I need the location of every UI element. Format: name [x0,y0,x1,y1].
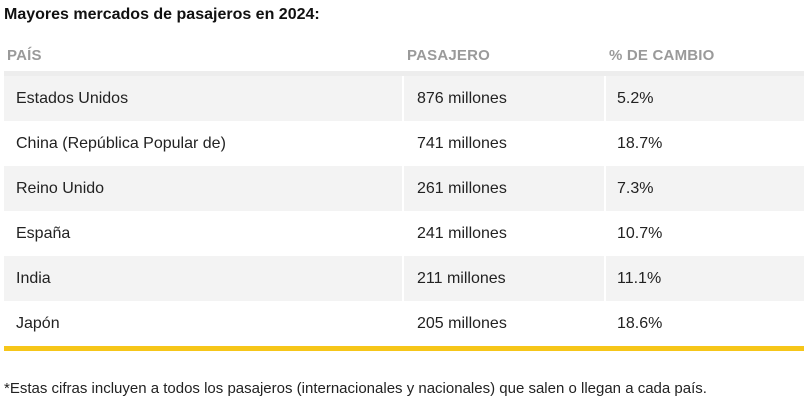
cell-country: China (República Popular de) [4,121,404,166]
cell-change: 11.1% [606,256,804,301]
header-passengers: PASAJERO [407,47,491,64]
passenger-markets-table: PAÍS PASAJERO % DE CAMBIO Estados Unidos… [4,40,804,351]
table-row: Japón 205 millones 18.6% [4,301,804,346]
cell-country: España [4,211,404,256]
header-country: PAÍS [7,47,42,64]
cell-passengers: 876 millones [404,76,606,121]
table-row: India 211 millones 11.1% [4,256,804,301]
table-header-row: PAÍS PASAJERO % DE CAMBIO [4,40,804,76]
table-accent-bar [4,346,804,351]
cell-change: 5.2% [606,76,804,121]
cell-passengers: 211 millones [404,256,606,301]
header-change: % DE CAMBIO [609,47,715,64]
cell-country: India [4,256,404,301]
footnote: *Estas cifras incluyen a todos los pasaj… [4,380,707,397]
table-title: Mayores mercados de pasajeros en 2024: [4,6,320,23]
cell-passengers: 741 millones [404,121,606,166]
cell-passengers: 241 millones [404,211,606,256]
cell-country: Japón [4,301,404,346]
cell-country: Estados Unidos [4,76,404,121]
cell-country: Reino Unido [4,166,404,211]
table-row: Reino Unido 261 millones 7.3% [4,166,804,211]
table-row: China (República Popular de) 741 millone… [4,121,804,166]
cell-change: 18.7% [617,134,663,152]
cell-passengers: 205 millones [404,301,606,346]
table-body: Estados Unidos 876 millones 5.2% China (… [4,76,804,346]
cell-passengers: 261 millones [404,166,606,211]
table-row: Estados Unidos 876 millones 5.2% [4,76,804,121]
cell-change: 18.6% [617,314,663,332]
cell-change: 10.7% [617,224,663,242]
cell-change: 7.3% [606,166,804,211]
table-row: España 241 millones 10.7% [4,211,804,256]
